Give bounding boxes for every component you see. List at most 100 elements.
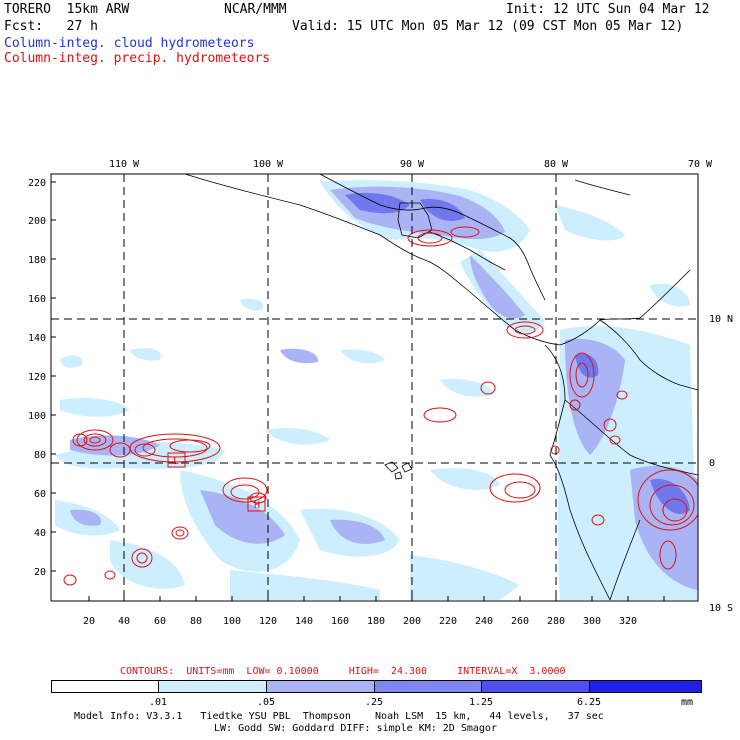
precip-contour xyxy=(569,352,595,398)
organization: NCAR/MMM xyxy=(224,2,287,17)
lon-label-90w: 90 W xyxy=(400,159,425,170)
contours-info: CONTOURS: UNITS=mm LOW= 0.10000 HIGH= 24… xyxy=(120,666,566,677)
colorbar-swatch-1 xyxy=(158,680,267,693)
cloud-area-centralamerica-mid xyxy=(470,255,525,319)
precip-contour xyxy=(76,429,114,451)
y-tick-100: 100 xyxy=(28,411,46,422)
coastline-caribbean xyxy=(599,319,698,391)
precip-contour xyxy=(417,232,443,244)
precip-contour xyxy=(142,438,208,458)
precip-contour xyxy=(616,390,628,400)
cloud-area-patch-1 xyxy=(60,398,130,417)
lon-label-80w: 80 W xyxy=(544,159,569,170)
low-marker-box xyxy=(167,452,186,468)
model-info-line-1: Model Info: V3.3.1 Tiedtke YSU PBL Thomp… xyxy=(74,711,604,722)
axis-ticks xyxy=(51,181,665,601)
galapagos-islands xyxy=(384,461,413,480)
coastline-colombia-ecuador xyxy=(544,344,611,601)
precip-contour xyxy=(175,529,185,537)
x-tick-60: 60 xyxy=(154,616,166,627)
cloud-area-caribbean-light xyxy=(555,205,625,241)
high-marker-box xyxy=(247,496,266,512)
y-tick-180: 180 xyxy=(28,255,46,266)
field-cloud-label: Column-integ. cloud hydrometeors xyxy=(4,36,255,51)
y-tick-120: 120 xyxy=(28,372,46,383)
x-tick-40: 40 xyxy=(118,616,130,627)
cloud-area-mid-patch-1 xyxy=(280,348,319,364)
lon-label-110w: 110 W xyxy=(109,159,140,170)
colorbar-label-625: 6.25 xyxy=(576,697,602,708)
forecast-hour: Fcst: 27 h xyxy=(4,19,98,34)
cloud-area-mid-patch-2 xyxy=(70,509,101,526)
precip-contour xyxy=(575,362,589,388)
coastline-cuba xyxy=(574,179,631,196)
precip-contour xyxy=(407,229,453,247)
colorbar-swatch-5 xyxy=(589,680,702,693)
cloud-area-patch-8 xyxy=(430,468,500,490)
precip-contour xyxy=(222,477,268,503)
y-tick-140: 140 xyxy=(28,333,46,344)
y-tick-160: 160 xyxy=(28,294,46,305)
cloud-area-patch-3 xyxy=(265,428,330,445)
colorbar-label-01: .01 xyxy=(148,697,168,708)
precip-contour xyxy=(83,433,107,447)
precip-contour xyxy=(514,325,536,335)
y-tick-40: 40 xyxy=(34,528,46,539)
precip-contour xyxy=(72,433,88,447)
x-tick-260: 260 xyxy=(511,616,529,627)
y-tick-60: 60 xyxy=(34,489,46,500)
init-time: Init: 12 UTC Sun 04 Mar 12 xyxy=(506,2,710,17)
precip-contour xyxy=(609,435,621,445)
precip-contour xyxy=(230,484,260,500)
x-tick-100: 100 xyxy=(223,616,241,627)
precip-contour xyxy=(637,469,698,531)
y-tick-200: 200 xyxy=(28,216,46,227)
precip-contour xyxy=(89,436,101,444)
colorbar-swatch-0 xyxy=(51,680,159,693)
cloud-area-patch-2 xyxy=(130,348,161,361)
colorbar-swatch-4 xyxy=(481,680,590,693)
x-tick-280: 280 xyxy=(547,616,565,627)
cloud-area-equatorial-mid xyxy=(330,519,385,544)
coastline-gulf xyxy=(319,174,546,301)
cloud-area-guatemala-dark-2 xyxy=(420,199,465,221)
lat-label-10s: 10 S xyxy=(709,603,733,614)
precip-contour xyxy=(649,484,695,526)
latlon-grid xyxy=(51,174,698,601)
lat-labels: 10 N 0 10 S xyxy=(709,314,733,614)
lon-label-70w: 70 W xyxy=(688,159,713,170)
precip-contour xyxy=(506,321,544,339)
precip-contour xyxy=(109,442,131,458)
precip-contour xyxy=(249,492,267,504)
cloud-area-patch-9 xyxy=(650,283,690,307)
cloud-area-patch-5 xyxy=(440,378,495,397)
x-tick-140: 140 xyxy=(295,616,313,627)
cloud-hydrometeor-field xyxy=(55,180,698,600)
y-tick-80: 80 xyxy=(34,450,46,461)
lon-labels: 110 W 100 W 90 W 80 W 70 W xyxy=(109,159,713,170)
x-tick-240: 240 xyxy=(475,616,493,627)
colorbar-units: mm xyxy=(680,697,694,708)
cloud-area-southcentral-light xyxy=(230,570,380,600)
precip-contour xyxy=(569,399,581,411)
precip-contour xyxy=(550,445,560,455)
x-tick-180: 180 xyxy=(367,616,385,627)
cloud-area-guatemala-dark xyxy=(345,192,410,214)
x-tick-320: 320 xyxy=(619,616,637,627)
x-tick-120: 120 xyxy=(259,616,277,627)
cloud-area-patch-6 xyxy=(60,355,83,368)
cloud-area-southeast-light xyxy=(410,555,520,600)
precip-contour xyxy=(104,570,116,580)
cloud-area-patch-4 xyxy=(340,349,385,364)
coastline-pacific-north xyxy=(184,174,691,346)
lat-label-0: 0 xyxy=(709,458,715,469)
lat-label-10n: 10 N xyxy=(709,314,733,325)
high-marker: H xyxy=(254,500,260,511)
y-tick-20: 20 xyxy=(34,567,46,578)
model-info-line-2: LW: Godd SW: Goddard DIFF: simple KM: 2D… xyxy=(214,723,497,734)
colorbar-label-05: .05 xyxy=(256,697,276,708)
colorbar-swatch-3 xyxy=(374,680,482,693)
border-guatemala xyxy=(397,202,433,239)
border-peru xyxy=(609,519,641,601)
